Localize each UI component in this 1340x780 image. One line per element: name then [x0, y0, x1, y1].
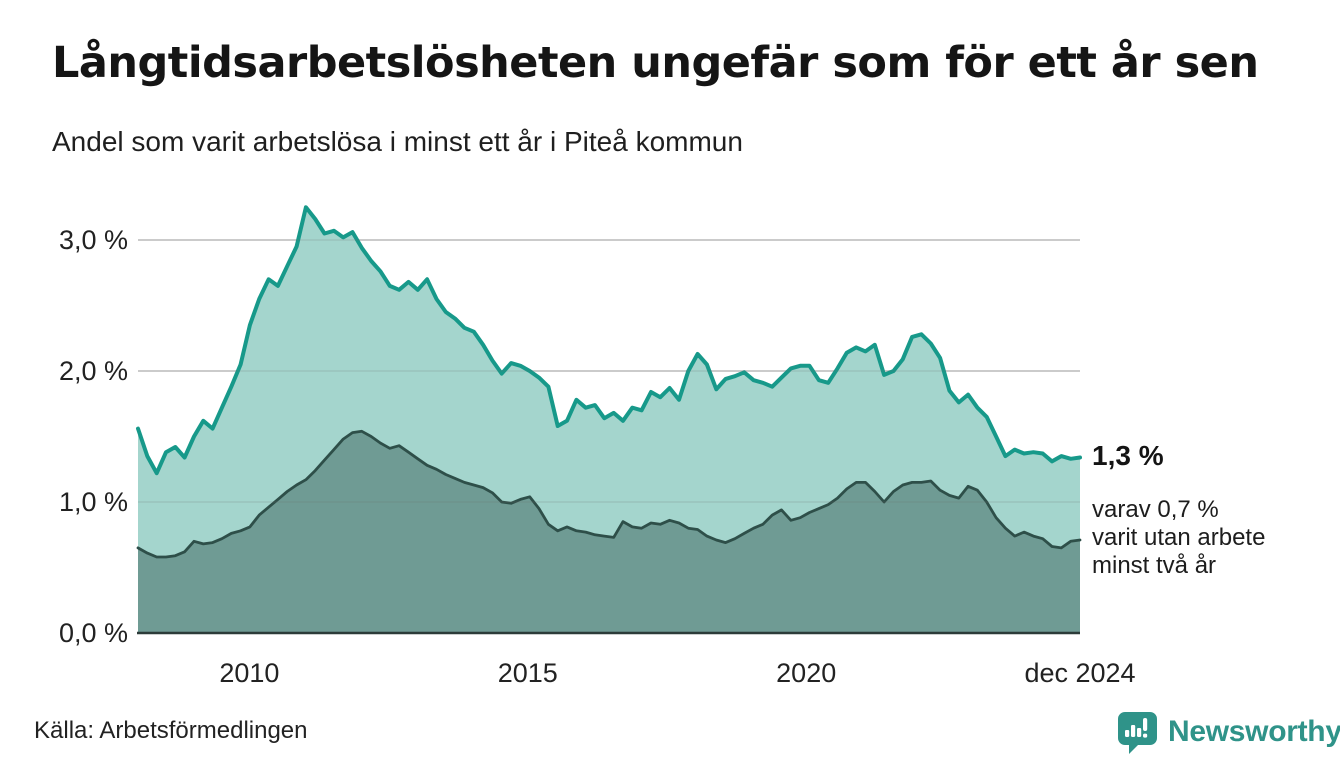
- logo-bars-glyph: [1125, 718, 1148, 738]
- end-detail-line: varit utan arbete: [1092, 524, 1266, 551]
- newsworthy-logo-text: Newsworthy: [1168, 715, 1340, 748]
- source-credit: Källa: Arbetsförmedlingen: [34, 717, 308, 744]
- page-title: Långtidsarbetslösheten ungefär som för e…: [52, 38, 1259, 88]
- x-axis-label: 2020: [776, 658, 837, 688]
- newsworthy-logo: Newsworthy: [1116, 710, 1340, 754]
- end-detail-label: varav 0,7 % varit utan arbete minst två år: [1092, 496, 1340, 580]
- y-axis-label: 2,0 %: [58, 356, 128, 386]
- x-axis-label: 2015: [497, 658, 558, 688]
- end-detail-line: varav 0,7 %: [1092, 496, 1219, 523]
- x-axis-label: 2010: [219, 658, 280, 688]
- y-axis-label: 0,0 %: [58, 618, 128, 648]
- end-detail-line: minst två år: [1092, 552, 1217, 579]
- y-axis-label: 1,0 %: [58, 487, 128, 517]
- end-annotation: 1,3 % varav 0,7 % varit utan arbete minst …: [1092, 440, 1340, 580]
- end-value-label: 1,3 %: [1092, 440, 1164, 471]
- x-axis-label: dec 2024: [1024, 658, 1136, 688]
- page-subtitle: Andel som varit arbetslösa i minst ett å…: [52, 126, 743, 157]
- newsworthy-logo-icon: [1118, 712, 1157, 754]
- y-axis-label: 3,0 %: [58, 225, 128, 255]
